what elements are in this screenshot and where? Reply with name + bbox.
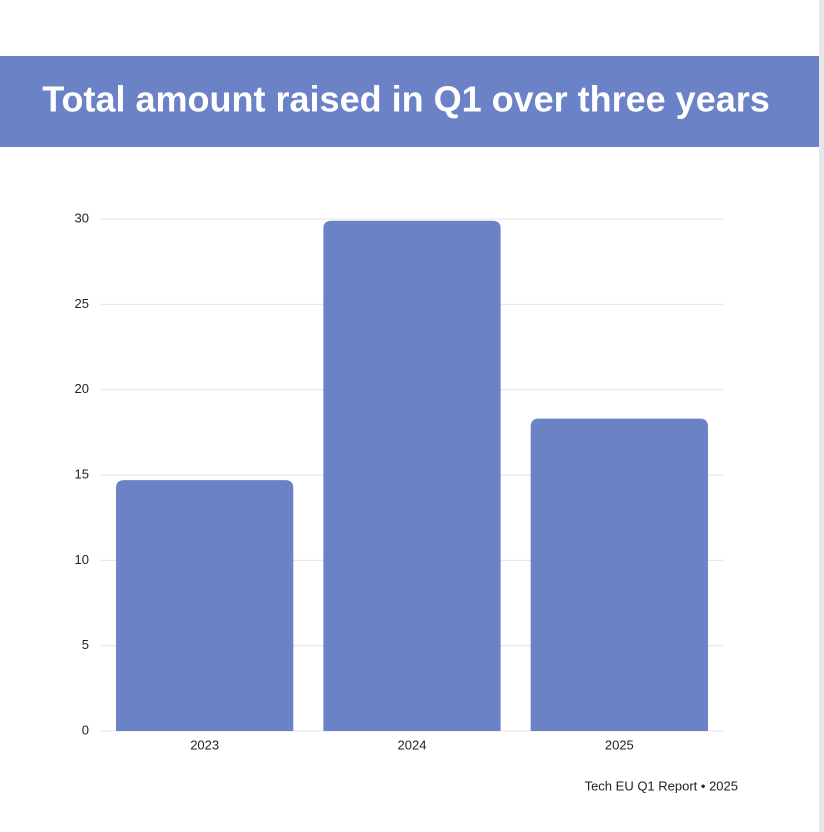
bar	[116, 480, 294, 731]
y-tick-label: 5	[82, 637, 89, 652]
y-tick-label: 25	[75, 296, 89, 311]
bar	[323, 220, 501, 731]
x-tick-label: 2023	[190, 737, 219, 752]
y-tick-label: 20	[75, 381, 89, 396]
chart-title: Total amount raised in Q1 over three yea…	[42, 79, 770, 120]
y-tick-label: 15	[75, 466, 89, 481]
bar	[530, 418, 708, 731]
x-tick-label: 2025	[605, 737, 634, 752]
x-tick-label: 2024	[398, 737, 427, 752]
source-note: Tech EU Q1 Report • 2025	[585, 778, 738, 793]
title-band	[0, 56, 819, 147]
edge-strip	[819, 0, 824, 832]
y-tick-label: 0	[82, 722, 89, 737]
y-tick-label: 30	[75, 210, 89, 225]
y-tick-label: 10	[75, 552, 89, 567]
